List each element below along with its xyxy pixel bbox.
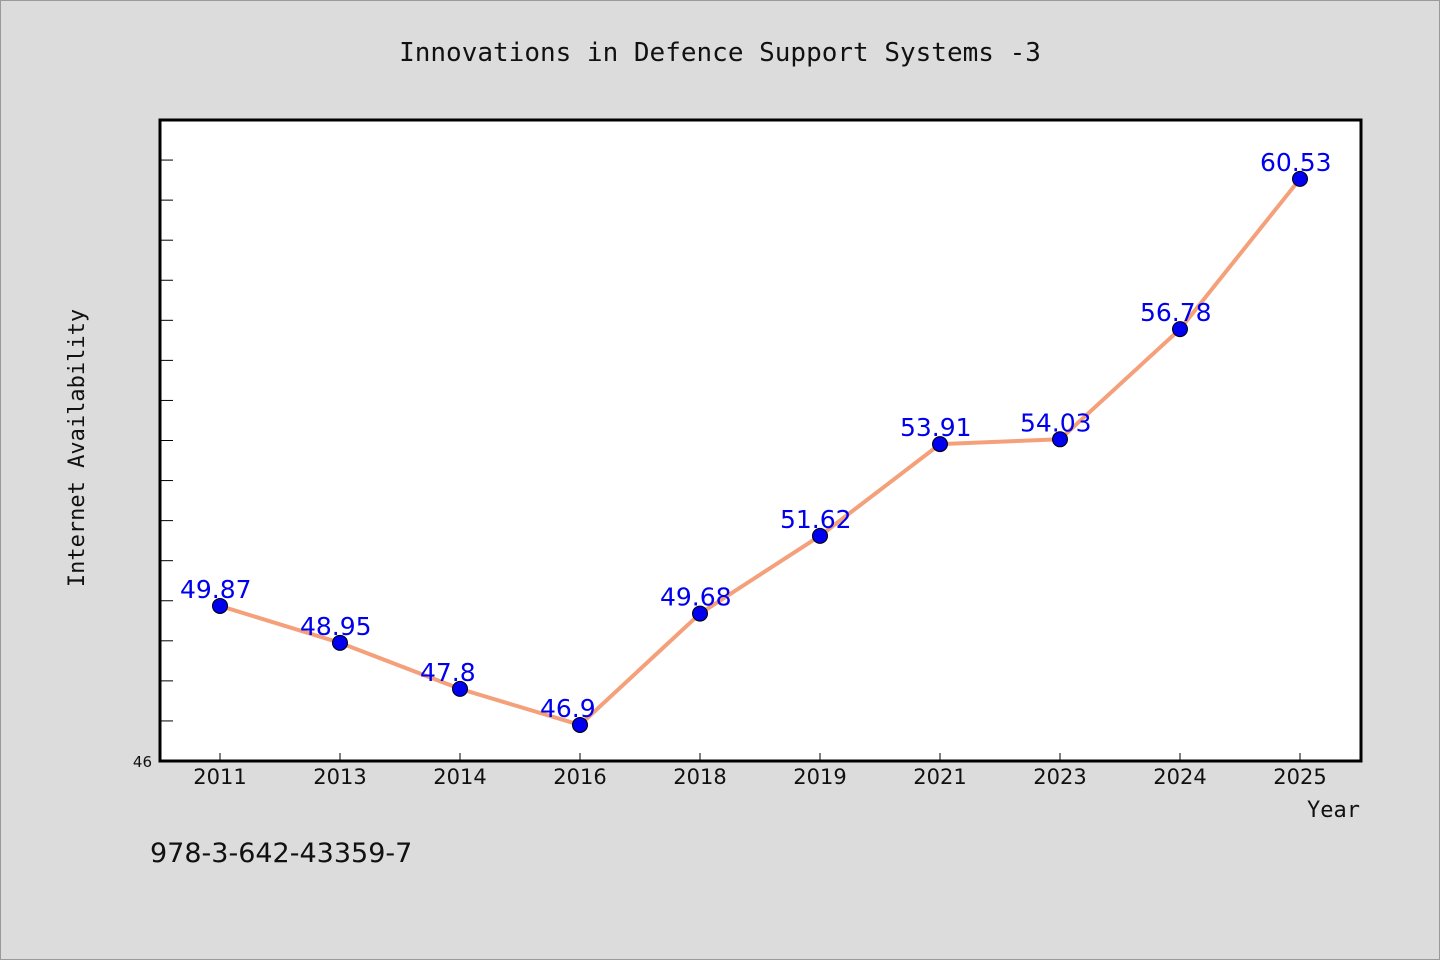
data-point bbox=[1172, 321, 1188, 338]
x-tick-label: 2019 bbox=[793, 765, 846, 789]
data-point bbox=[1052, 431, 1068, 448]
data-markers bbox=[212, 170, 1308, 733]
data-label: 54.03 bbox=[1020, 408, 1092, 437]
data-label: 56.78 bbox=[1140, 298, 1212, 327]
data-point bbox=[452, 680, 468, 697]
x-tick-label: 2013 bbox=[313, 765, 366, 789]
data-point bbox=[1292, 170, 1308, 187]
data-point bbox=[332, 634, 348, 651]
data-label: 48.95 bbox=[300, 612, 372, 641]
x-tick-label: 2016 bbox=[553, 765, 606, 789]
x-axis-label: Year bbox=[1307, 798, 1360, 823]
data-labels: 49.87 48.95 47.8 46.9 49.68 51.62 53.91 54.03 56… bbox=[180, 148, 1332, 723]
series-line-group bbox=[218, 176, 1302, 727]
series-line bbox=[218, 176, 1302, 727]
data-label: 47.8 bbox=[420, 658, 476, 687]
isbn-footer: 978-3-642-43359-7 bbox=[150, 838, 412, 869]
x-tick-label: 2018 bbox=[673, 765, 726, 789]
x-tick-label: 2021 bbox=[913, 765, 966, 789]
data-label: 53.91 bbox=[900, 413, 972, 442]
x-tick-label: 2024 bbox=[1153, 765, 1206, 789]
data-label: 46.9 bbox=[540, 694, 596, 723]
data-point bbox=[812, 527, 828, 544]
chart-title: Innovations in Defence Support Systems -… bbox=[399, 38, 1041, 68]
plot-area bbox=[158, 118, 1363, 763]
data-point bbox=[932, 436, 948, 453]
data-label: 60.53 bbox=[1260, 148, 1332, 177]
data-point bbox=[692, 605, 708, 622]
data-label: 51.62 bbox=[780, 505, 852, 534]
data-label: 49.68 bbox=[660, 583, 732, 612]
y-axis-ticks bbox=[160, 159, 173, 722]
x-axis-ticks bbox=[219, 753, 1301, 761]
x-tick-label: 2023 bbox=[1033, 765, 1086, 789]
x-tick-label: 2014 bbox=[433, 765, 486, 789]
x-axis-tick-labels: 2011 2013 2014 2016 2018 2019 2021 2023 2024 2025 bbox=[193, 765, 1326, 789]
data-point bbox=[212, 597, 228, 614]
y-axis-label: Internet Availability bbox=[65, 309, 90, 587]
x-tick-label: 2025 bbox=[1273, 765, 1326, 789]
y-axis-min-label: 46 bbox=[133, 753, 152, 771]
data-label: 49.87 bbox=[180, 575, 252, 604]
data-point bbox=[572, 716, 588, 733]
x-tick-label: 2011 bbox=[193, 765, 246, 789]
